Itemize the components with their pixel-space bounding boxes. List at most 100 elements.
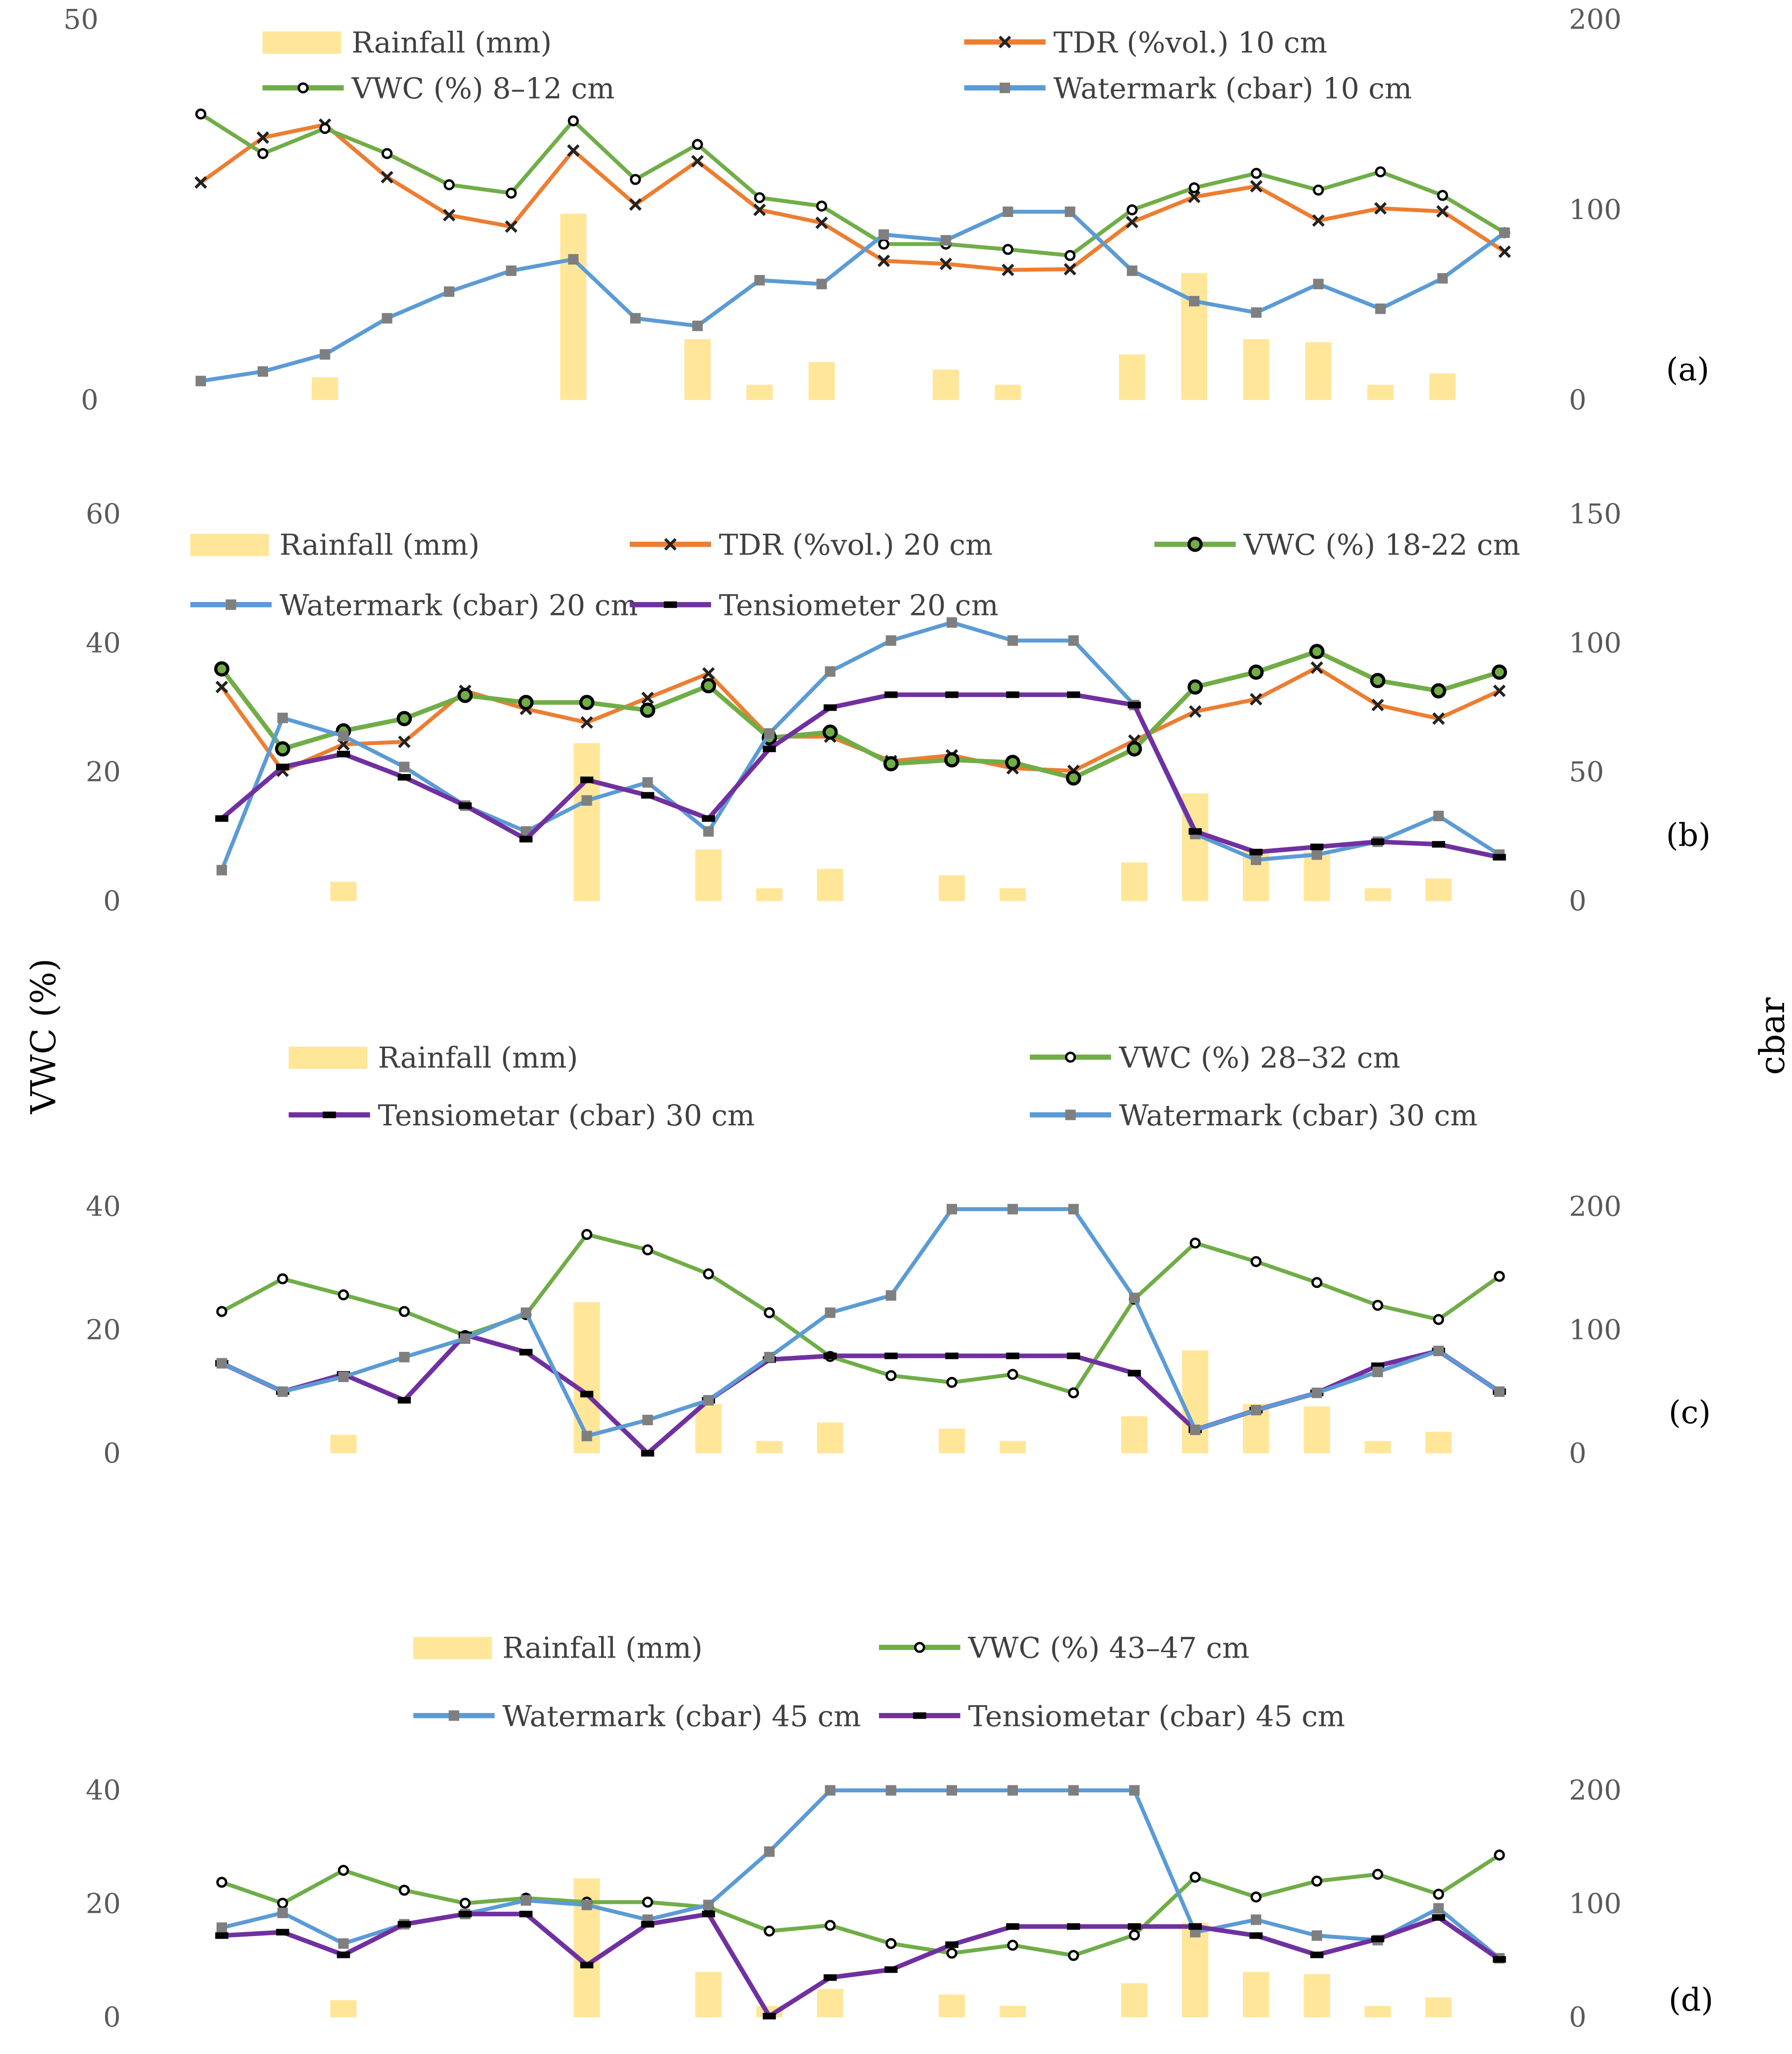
circle-marker [630,173,641,185]
x-marker [1493,684,1506,697]
circle-marker [216,1877,227,1888]
tensiometer-line [222,1911,1501,2019]
circle-marker [764,1925,775,1937]
left-tick-label: 40 [86,1191,121,1223]
legend-item-tensiometer: Tensiometar (cbar) 45 cm [879,1699,1345,1733]
dash-marker [945,691,958,698]
legend-label: Watermark (cbar) 45 cm [503,1699,861,1733]
rainfall-bar [330,882,357,901]
legend-label: VWC (%) 8–12 cm [351,72,615,106]
left-tick-label: 0 [103,2001,120,2033]
circle-marker [1064,1052,1076,1063]
square-marker [1494,1386,1505,1397]
square-marker [1311,1930,1322,1941]
x-marker [504,220,518,233]
square-marker [216,1922,227,1933]
square-marker [886,1290,896,1301]
x-marker [939,257,952,271]
legend-label: Rainfall (mm) [378,1041,578,1075]
x-marker [1436,205,1449,218]
left-tick-label: 20 [86,1314,121,1346]
circle-marker [277,1273,288,1284]
x-marker [691,155,704,167]
circle-marker [381,148,393,160]
dash-marker [945,1352,958,1359]
circle-marker [1188,182,1200,194]
rainfall-bar [1364,1441,1391,1453]
legend-item-tdr: TDR (%vol.) 10 cm [964,26,1327,59]
rainfall-bar [1181,273,1208,400]
dash-marker [1310,843,1324,850]
dash-marker [1432,841,1446,848]
circle-marker [581,1228,593,1240]
right-tick-label: 100 [1569,1314,1622,1346]
square-marker [382,313,392,324]
legend-item-tensiometer: Tensiometer 20 cm [629,588,999,622]
circle-marker [398,1306,410,1317]
square-marker [1250,854,1262,865]
rainfall-bar [695,1972,722,2017]
dash-marker [664,601,677,608]
legend-item-vwc: VWC (%) 28–32 cm [1029,1041,1400,1075]
square-marker [399,762,410,773]
square-marker [520,1307,531,1318]
dash-marker [458,1910,472,1918]
dash-marker [1371,838,1385,845]
dash-marker [397,1397,411,1404]
square-marker [277,713,288,723]
left-tick-label: 40 [86,627,121,659]
rainfall-bar [560,214,587,400]
square-marker [1003,206,1013,217]
square-marker [338,1938,349,1949]
rainfall-bar [999,1441,1026,1453]
dash-marker [823,1352,837,1359]
rainfall-bar [756,1441,783,1453]
legend-swatch-rainfall [413,1637,492,1660]
square-marker [277,1386,288,1397]
x-marker [567,144,580,157]
x-marker [664,538,677,551]
rainfall-bar [817,869,843,901]
vwc-line [200,112,1506,258]
circle-marker [257,148,269,160]
circle-marker [1311,1277,1323,1288]
right-tick-label: 150 [1569,498,1622,530]
dash-marker [323,1111,336,1118]
x-marker [641,691,654,705]
circle-marker [1128,1929,1140,1941]
x-marker [1498,245,1511,258]
legend-label: Watermark (cbar) 10 cm [1054,72,1412,106]
dash-marker [276,764,289,771]
dash-marker [1249,1932,1263,1939]
tdr-line [199,122,1506,272]
square-marker [886,635,896,646]
circle-marker [398,1885,410,1896]
legend-label: VWC (%) 43–47 cm [968,1631,1250,1665]
circle-marker [567,115,579,126]
legend-item-vwc: VWC (%) 18-22 cm [1154,528,1520,562]
square-marker [1437,273,1448,284]
circle-marker [1248,665,1264,680]
x-marker [1250,180,1263,193]
right-tick-label: 0 [1569,384,1586,416]
dash-marker [397,774,411,781]
right-tick-label: 100 [1569,1887,1622,1920]
circle-marker [1126,741,1142,757]
rainfall-bar [746,385,773,400]
square-marker [1007,635,1018,646]
dash-marker [1493,1956,1506,1963]
square-marker [1068,1785,1079,1796]
circle-marker [883,756,899,772]
circle-marker [1189,1237,1201,1249]
square-marker [399,1352,410,1363]
chart-panel-a: 0 50 0 100 200 (a) Rainfall (mm) TDR (%vol.) 10… [63,3,1709,416]
circle-marker [396,711,412,726]
square-marker [1126,265,1138,276]
square-marker [1190,1424,1201,1436]
legend-label: Tensiometar (cbar) 30 cm [378,1099,755,1132]
circle-marker [579,695,595,710]
square-marker [1313,278,1324,289]
x-marker [1064,263,1076,276]
dash-marker [1066,1352,1080,1359]
circle-marker [1494,1849,1505,1861]
